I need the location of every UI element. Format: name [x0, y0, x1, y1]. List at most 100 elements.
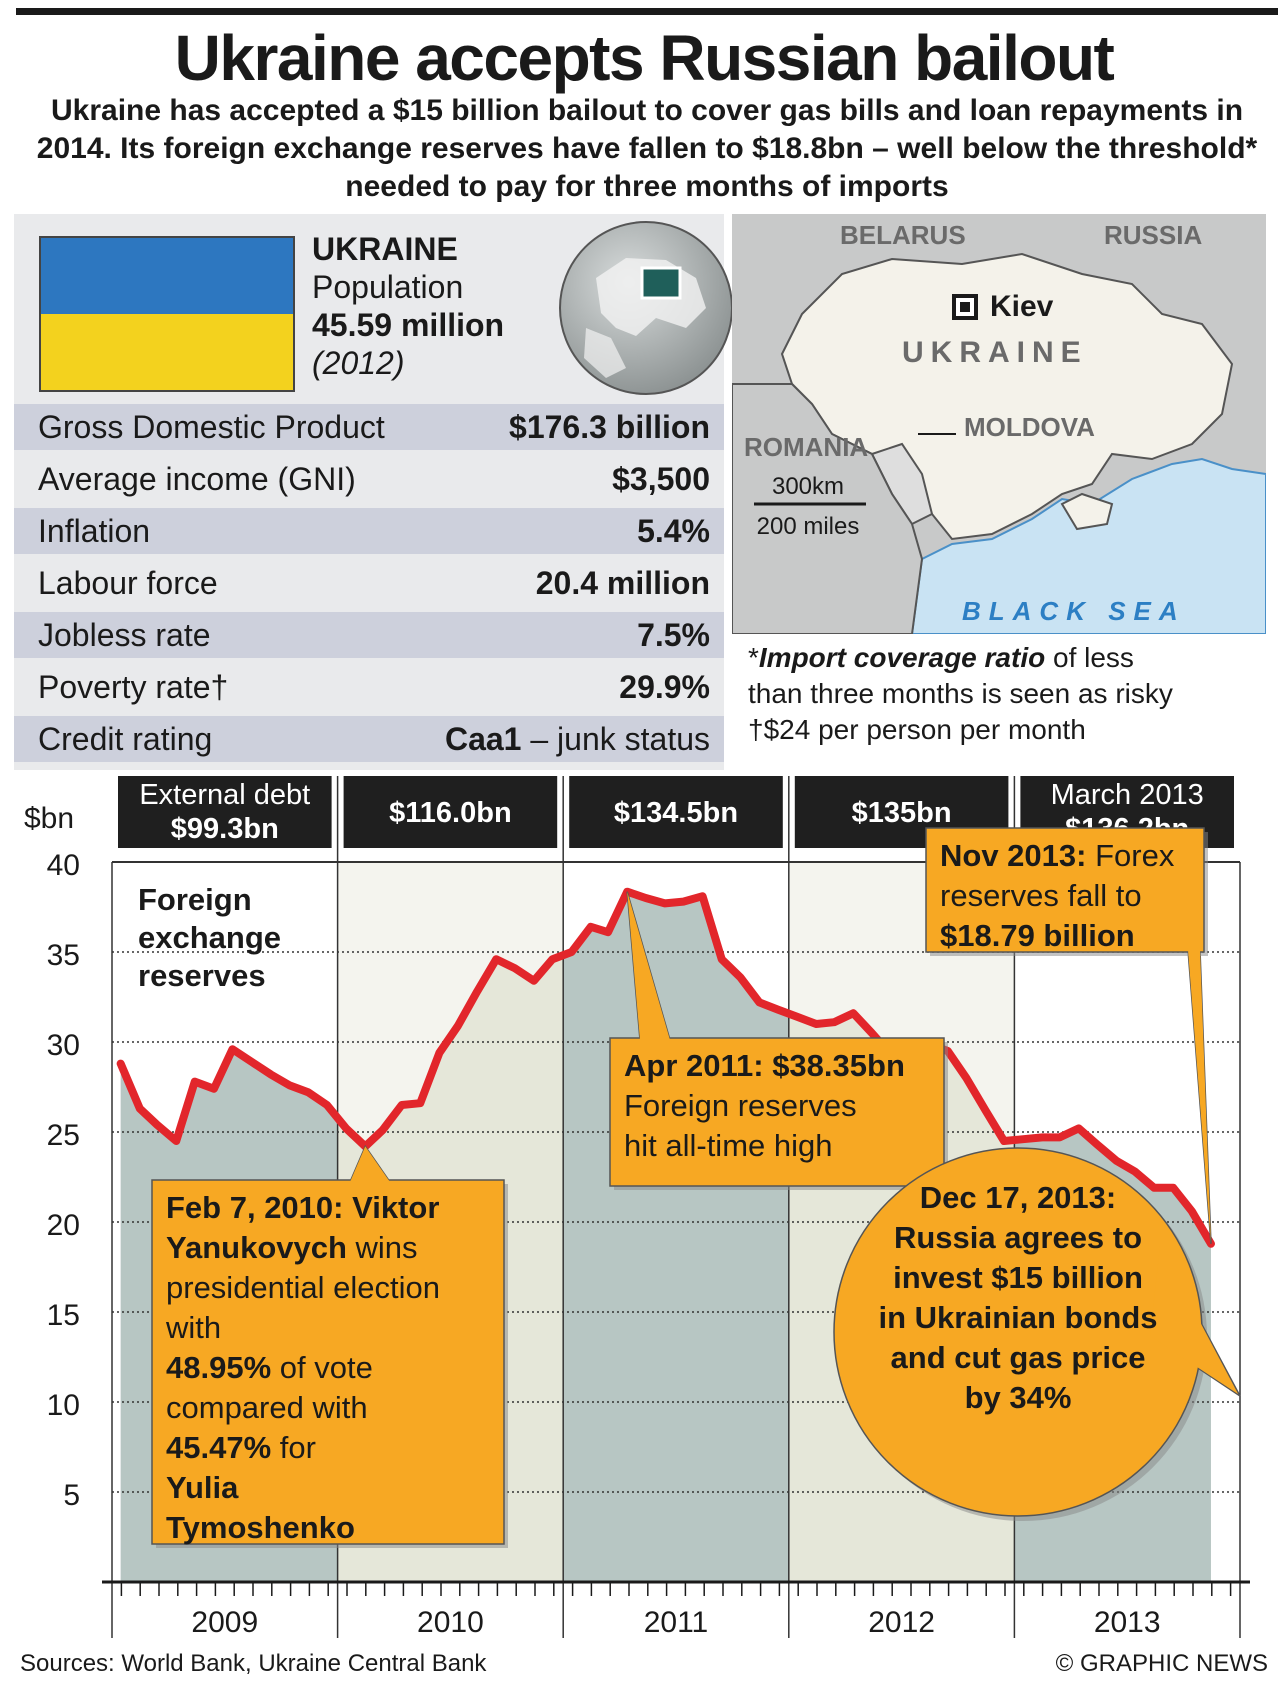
- page-subtitle: Ukraine has accepted a $15 billion bailo…: [36, 94, 1258, 203]
- stat-row-jobless: Jobless rate 7.5%: [14, 612, 724, 658]
- debt-header-box: [118, 776, 332, 848]
- population-label: Population: [312, 269, 464, 305]
- callout-text: Foreign reserves: [624, 1088, 857, 1123]
- y-tick-label: 20: [47, 1209, 80, 1242]
- forex-reserves-chart: 5 10 15 20 25 30 35 40 $bn 2009 2010 2011 2012 2013 Ex…: [24, 776, 1250, 1639]
- ukraine-map: Kiev BELARUS RUSSIA UKRAINE MOLDOVA ROMA…: [732, 214, 1266, 634]
- y-tick-label: 25: [47, 1119, 80, 1152]
- debt-header-box: [343, 776, 558, 848]
- map-label-romania: ROMANIA: [744, 432, 868, 462]
- stat-row-credit: Credit rating Caa1 – junk status: [14, 716, 724, 762]
- poverty-note: †$24 per person per month: [748, 714, 1086, 745]
- map-scale-km: 300km: [772, 473, 844, 500]
- x-tick-label: 2012: [868, 1606, 935, 1639]
- stat-label: Poverty rate†: [38, 669, 229, 705]
- country-name: UKRAINE: [312, 231, 458, 267]
- debt-header-value: $135bn: [852, 797, 952, 829]
- y-tick-label: 5: [63, 1479, 80, 1512]
- callout-pointer-fill: [350, 1146, 390, 1182]
- stat-value: Caa1 – junk status: [444, 721, 710, 757]
- bubble-pointer-fill: [1150, 1246, 1238, 1394]
- map-label-kiev: Kiev: [990, 290, 1054, 323]
- callout-box: [925, 827, 1205, 953]
- callout-text: presidential election: [166, 1270, 440, 1305]
- x-tick-label: 2009: [191, 1606, 258, 1639]
- x-tick-label: 2011: [644, 1606, 709, 1639]
- country-summary: UKRAINE Population 45.59 million (2012): [312, 230, 504, 382]
- map-label-ukraine: UKRAINE: [902, 336, 1088, 369]
- stat-row-gdp: Gross Domestic Product $176.3 billion: [14, 404, 724, 450]
- stat-row-poverty: Poverty rate† 29.9%: [14, 664, 724, 710]
- series-label: reserves: [138, 958, 266, 993]
- callout-text: Apr 2011: $38.35bn: [624, 1048, 905, 1083]
- flag-blue-band: [41, 238, 293, 314]
- stat-label: Average income (GNI): [38, 461, 356, 497]
- debt-header-value: $134.5bn: [614, 797, 738, 829]
- stat-value: 20.4 million: [535, 565, 710, 601]
- map-scale-miles: 200 miles: [757, 513, 860, 540]
- import-coverage-note: *Import coverage ratio of less: [748, 642, 1134, 673]
- series-label: exchange: [138, 920, 281, 955]
- stat-label: Jobless rate: [38, 617, 211, 653]
- y-axis-unit: $bn: [24, 802, 74, 835]
- page-title: Ukraine accepts Russian bailout: [174, 22, 1115, 94]
- callout-text: Yulia: [166, 1470, 239, 1505]
- debt-header-box: [569, 776, 783, 848]
- callout-text: 48.95% of vote: [166, 1350, 373, 1385]
- stat-value: $176.3 billion: [509, 409, 710, 445]
- callout-text: Dec 17, 2013:: [920, 1180, 1116, 1215]
- debt-header-value: $116.0bn: [389, 797, 512, 829]
- y-tick-label: 30: [47, 1029, 80, 1062]
- footnotes: *Import coverage ratio of less than thre…: [748, 640, 1173, 748]
- callout-text: in Ukrainian bonds: [878, 1300, 1157, 1335]
- callout-box: [609, 1037, 945, 1187]
- callout-text: reserves fall to: [940, 878, 1142, 913]
- callout-box: [151, 1179, 505, 1545]
- callout-text: Tymoshenko: [166, 1510, 355, 1545]
- callout-text: compared with: [166, 1390, 368, 1425]
- stat-label: Labour force: [38, 565, 218, 601]
- callout-text: $18.79 billion: [940, 918, 1135, 953]
- stat-value: 5.4%: [637, 513, 710, 549]
- y-tick-label: 15: [47, 1299, 80, 1332]
- callout-text: invest $15 billion: [893, 1260, 1143, 1295]
- series-label: Foreign: [138, 882, 252, 917]
- y-tick-label: 40: [47, 849, 80, 882]
- callout-text: Feb 7, 2010: Viktor: [166, 1190, 439, 1225]
- stat-label: Gross Domestic Product: [38, 409, 385, 445]
- stat-label: Inflation: [38, 513, 151, 549]
- credit: © GRAPHIC NEWS: [1055, 1650, 1268, 1677]
- import-coverage-note-line2: than three months is seen as risky: [748, 678, 1173, 709]
- reserves-area: [563, 891, 789, 1582]
- population-year: (2012): [312, 345, 405, 381]
- x-tick-label: 2010: [417, 1606, 484, 1639]
- stat-row-inflation: Inflation 5.4%: [14, 508, 724, 554]
- top-rule: [16, 8, 1278, 15]
- stat-value: 7.5%: [637, 617, 710, 653]
- callout-text: Russia agrees to: [894, 1220, 1142, 1255]
- y-tick-label: 35: [47, 939, 80, 972]
- callout-text: and cut gas price: [891, 1340, 1146, 1375]
- callout-text: with: [165, 1310, 221, 1345]
- stat-value: 29.9%: [619, 669, 710, 705]
- globe-locator-icon: [559, 221, 733, 395]
- stat-value: $3,500: [612, 461, 710, 497]
- stat-label: Credit rating: [38, 721, 213, 757]
- stat-row-labour: Labour force 20.4 million: [14, 560, 724, 606]
- flag-yellow-band: [41, 314, 293, 390]
- ukraine-flag: [39, 236, 295, 392]
- stat-row-income: Average income (GNI) $3,500: [14, 456, 724, 502]
- y-tick-label: 10: [47, 1389, 80, 1422]
- map-label-black-sea: BLACK SEA: [962, 596, 1186, 626]
- stats-table: Gross Domestic Product $176.3 billion Ave…: [14, 404, 724, 768]
- callout-text: hit all-time high: [624, 1128, 832, 1163]
- callout-text: 45.47% for: [166, 1430, 316, 1465]
- debt-header-label: March 2013: [1051, 779, 1204, 811]
- callout-text: Yanukovych wins: [166, 1230, 418, 1265]
- sources: Sources: World Bank, Ukraine Central Ban…: [20, 1650, 487, 1677]
- callout-pointer-fill: [1188, 950, 1211, 1244]
- debt-header-label: External debt: [139, 779, 310, 811]
- debt-header-value: $99.3bn: [171, 813, 279, 845]
- map-label-russia: RUSSIA: [1104, 220, 1202, 250]
- population-value: 45.59 million: [312, 307, 505, 343]
